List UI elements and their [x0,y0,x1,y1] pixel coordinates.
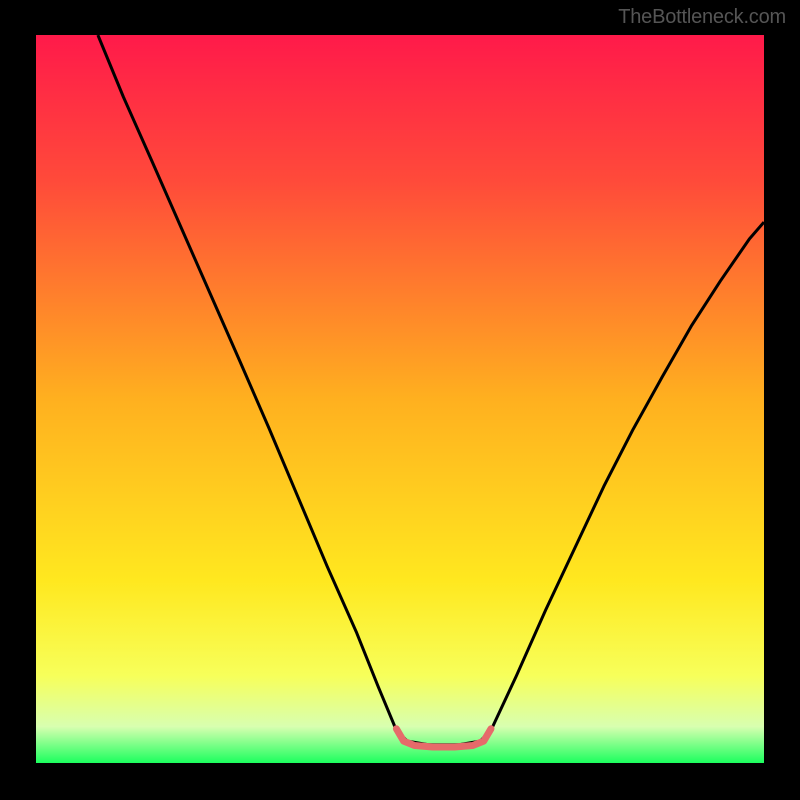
watermark-text: TheBottleneck.com [618,6,786,29]
nub-highlight [396,729,491,747]
bottleneck-curve [98,35,764,745]
chart-plot-area [36,35,764,763]
chart-curve [36,35,764,763]
